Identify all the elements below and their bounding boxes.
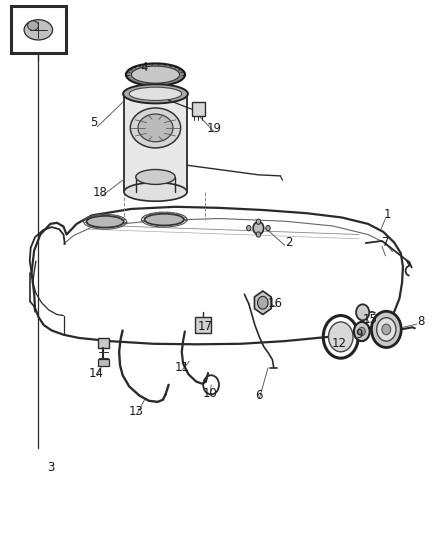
Circle shape (253, 222, 264, 235)
Text: 5: 5 (91, 116, 98, 129)
Ellipse shape (28, 21, 39, 30)
Ellipse shape (136, 169, 175, 184)
Bar (98, 338, 109, 348)
Ellipse shape (126, 63, 185, 86)
Circle shape (256, 219, 261, 224)
Ellipse shape (124, 182, 187, 201)
Text: 13: 13 (128, 405, 143, 418)
Ellipse shape (123, 84, 188, 103)
Bar (195, 317, 211, 333)
Circle shape (382, 324, 391, 335)
Text: 3: 3 (47, 461, 54, 474)
Circle shape (266, 225, 270, 231)
Ellipse shape (130, 108, 180, 148)
Circle shape (354, 322, 370, 341)
Text: 8: 8 (417, 316, 424, 328)
Circle shape (371, 311, 401, 348)
Ellipse shape (138, 114, 173, 142)
Text: 4: 4 (141, 61, 148, 74)
Text: 14: 14 (89, 367, 104, 379)
Text: 17: 17 (198, 320, 212, 333)
Circle shape (247, 225, 251, 231)
Text: 11: 11 (174, 361, 189, 374)
Ellipse shape (24, 20, 53, 40)
Ellipse shape (145, 214, 184, 225)
Text: 6: 6 (254, 389, 262, 402)
Circle shape (328, 322, 353, 352)
Circle shape (358, 327, 365, 336)
Circle shape (258, 296, 268, 309)
Text: 9: 9 (355, 328, 363, 341)
Circle shape (256, 232, 261, 237)
Text: 12: 12 (332, 337, 347, 350)
Text: 1: 1 (384, 208, 392, 221)
Text: 15: 15 (363, 313, 378, 326)
Circle shape (356, 304, 369, 320)
Text: 7: 7 (381, 236, 389, 249)
Ellipse shape (129, 87, 182, 101)
Bar (124, 94, 187, 192)
Text: 16: 16 (268, 297, 283, 310)
Text: 18: 18 (92, 187, 107, 199)
Bar (192, 102, 205, 116)
Bar (11, 6, 66, 53)
Ellipse shape (131, 66, 180, 83)
Text: 10: 10 (203, 387, 218, 400)
Text: 19: 19 (206, 123, 221, 135)
Bar (98, 359, 109, 366)
Ellipse shape (86, 216, 124, 228)
Text: 2: 2 (285, 236, 293, 249)
Circle shape (377, 318, 396, 341)
